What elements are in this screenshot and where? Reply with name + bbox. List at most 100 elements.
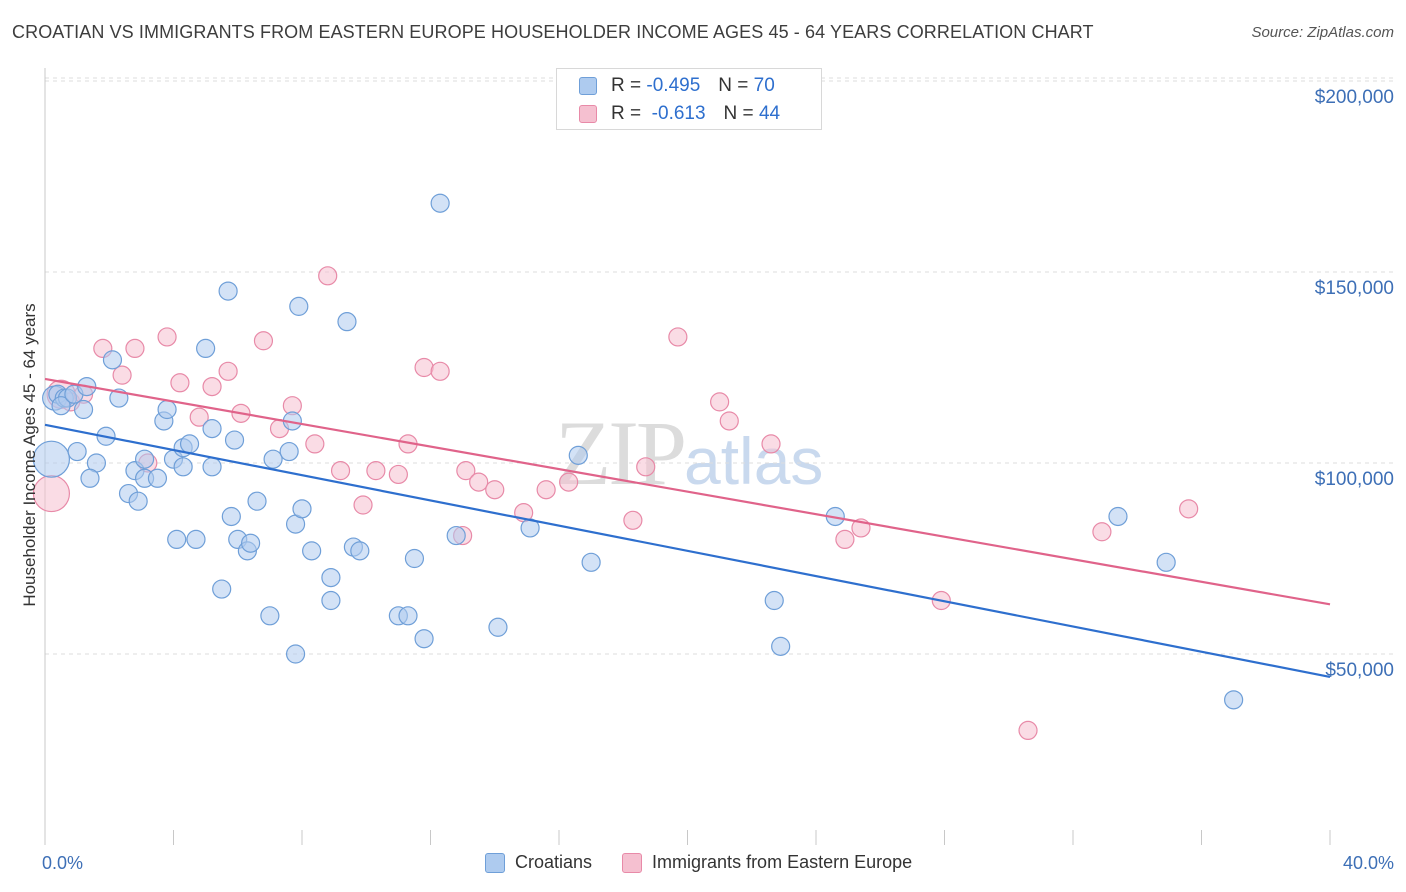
r-value-immigrants: -0.613: [651, 103, 706, 124]
r-value-croatians: -0.495: [646, 75, 701, 96]
immigrants-point-17: [305, 434, 325, 454]
croatians-trend-line: [44, 423, 1331, 678]
y-tick-label-150000: $150,000: [1314, 278, 1394, 299]
immigrants-trend-line: [44, 377, 1331, 606]
y-tick-label-100000: $100,000: [1314, 469, 1394, 490]
x-tick-label-min: 0.0%: [42, 853, 84, 873]
immigrants-point-8: [157, 327, 177, 347]
legend-item-immigrants[interactable]: Immigrants from Eastern Europe: [622, 852, 912, 873]
immigrants-point-6: [125, 338, 145, 358]
croatians-point-9: [67, 441, 87, 462]
croatians-point-64: [771, 636, 791, 656]
croatians-point-58: [446, 525, 466, 546]
croatians-point-57: [430, 193, 450, 213]
croatians-point-54: [398, 606, 418, 626]
croatians-point-20: [147, 468, 168, 488]
croatians-point-49: [321, 590, 341, 611]
croatians-point-46: [285, 644, 306, 664]
croatians-point-33: [221, 506, 241, 527]
croatians-point-27: [186, 529, 206, 550]
croatians-point-67: [1156, 552, 1176, 572]
croatians-point-62: [581, 552, 601, 572]
croatians-point-52: [350, 541, 370, 561]
croatians-point-13: [102, 350, 123, 370]
immigrants-point-21: [366, 461, 386, 481]
legend-item-croatians[interactable]: Croatians: [485, 852, 592, 873]
immigrants-point-14: [253, 331, 274, 351]
croatians-point-28: [173, 457, 193, 477]
croatians-point-12: [80, 468, 100, 488]
immigrants-point-42: [1018, 720, 1038, 741]
immigrants-point-39: [835, 529, 855, 550]
croatians-point-5: [51, 396, 71, 416]
croatians-point-37: [241, 533, 261, 553]
immigrants-point-10: [189, 407, 209, 427]
croatians-point-29: [196, 338, 216, 358]
croatians-point-44: [292, 499, 312, 519]
n-value-croatians: 70: [753, 75, 775, 96]
immigrants-point-35: [668, 327, 688, 347]
croatians-point-26: [179, 434, 200, 454]
croatians-point-50: [337, 312, 357, 332]
croatians-point-32: [212, 579, 232, 599]
n-label: N =: [723, 103, 754, 124]
croatians-point-55: [404, 548, 425, 569]
immigrants-point-9: [170, 373, 190, 393]
croatians-point-41: [279, 441, 299, 462]
croatians-point-61: [568, 445, 588, 465]
immigrants-point-43: [1092, 522, 1112, 542]
immigrants-point-27: [469, 472, 489, 492]
croatians-point-31: [202, 457, 222, 477]
croatians-point-56: [414, 629, 434, 649]
croatians-point-66: [1108, 506, 1128, 527]
x-tick-label-max: 40.0%: [1342, 853, 1394, 873]
immigrants-point-34: [636, 457, 656, 477]
croatians-point-24: [167, 529, 187, 550]
y-tick-label-50000: $50,000: [1325, 660, 1394, 681]
chart-title: CROATIAN VS IMMIGRANTS FROM EASTERN EURO…: [12, 22, 1094, 42]
legend-swatch-immigrants: [622, 852, 643, 873]
immigrants-point-32: [559, 472, 579, 492]
croatians-point-40: [263, 449, 283, 469]
croatians-point-30: [202, 419, 222, 439]
croatians-point-8: [73, 399, 94, 420]
croatians-point-22: [157, 399, 177, 420]
source-label: Source: ZipAtlas.com: [1251, 24, 1394, 41]
croatians-point-59: [488, 617, 508, 637]
r-label: R =: [611, 75, 642, 96]
watermark-atlas: atlas: [684, 424, 824, 498]
croatians-point-47: [302, 541, 322, 561]
n-value-immigrants: 44: [758, 103, 781, 124]
immigrants-point-11: [202, 377, 222, 397]
immigrants-point-5: [112, 365, 132, 385]
y-tick-label-200000: $200,000: [1314, 87, 1394, 108]
immigrants-point-22: [388, 464, 408, 485]
chart-legend: Croatians Immigrants from Eastern Europe: [485, 852, 942, 873]
immigrants-point-31: [536, 480, 556, 500]
croatians-point-68: [1224, 690, 1244, 710]
legend-label-immigrants: Immigrants from Eastern Europe: [652, 852, 913, 872]
immigrants-point-37: [719, 411, 739, 431]
stats-row-immigrants: R = -0.613 N = 44: [579, 100, 780, 128]
croatians-point-39: [260, 606, 280, 626]
croatians-point-19: [134, 449, 155, 469]
immigrants-point-44: [1179, 499, 1199, 519]
legend-swatch-croatians: [485, 852, 505, 873]
croatians-point-16: [128, 491, 148, 511]
croatians-point-38: [247, 491, 267, 511]
immigrants-point-20: [353, 495, 373, 515]
n-label: N =: [718, 75, 749, 96]
immigrants-point-18: [318, 266, 338, 286]
croatians-point-63: [764, 590, 784, 611]
stats-row-croatians: R = -0.495 N = 70: [579, 72, 775, 100]
immigrants-point-33: [623, 510, 643, 530]
immigrants-point-24: [414, 357, 434, 378]
immigrants-point-26: [456, 461, 476, 481]
immigrants-swatch: [579, 105, 597, 123]
immigrants-point-19: [330, 461, 351, 481]
croatians-point-0: [32, 440, 71, 478]
croatians-point-45: [289, 296, 309, 316]
croatians-point-69: [218, 281, 238, 301]
immigrants-point-36: [710, 392, 730, 412]
